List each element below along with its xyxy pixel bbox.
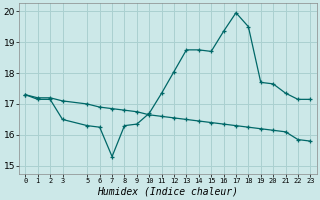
X-axis label: Humidex (Indice chaleur): Humidex (Indice chaleur) bbox=[97, 187, 238, 197]
